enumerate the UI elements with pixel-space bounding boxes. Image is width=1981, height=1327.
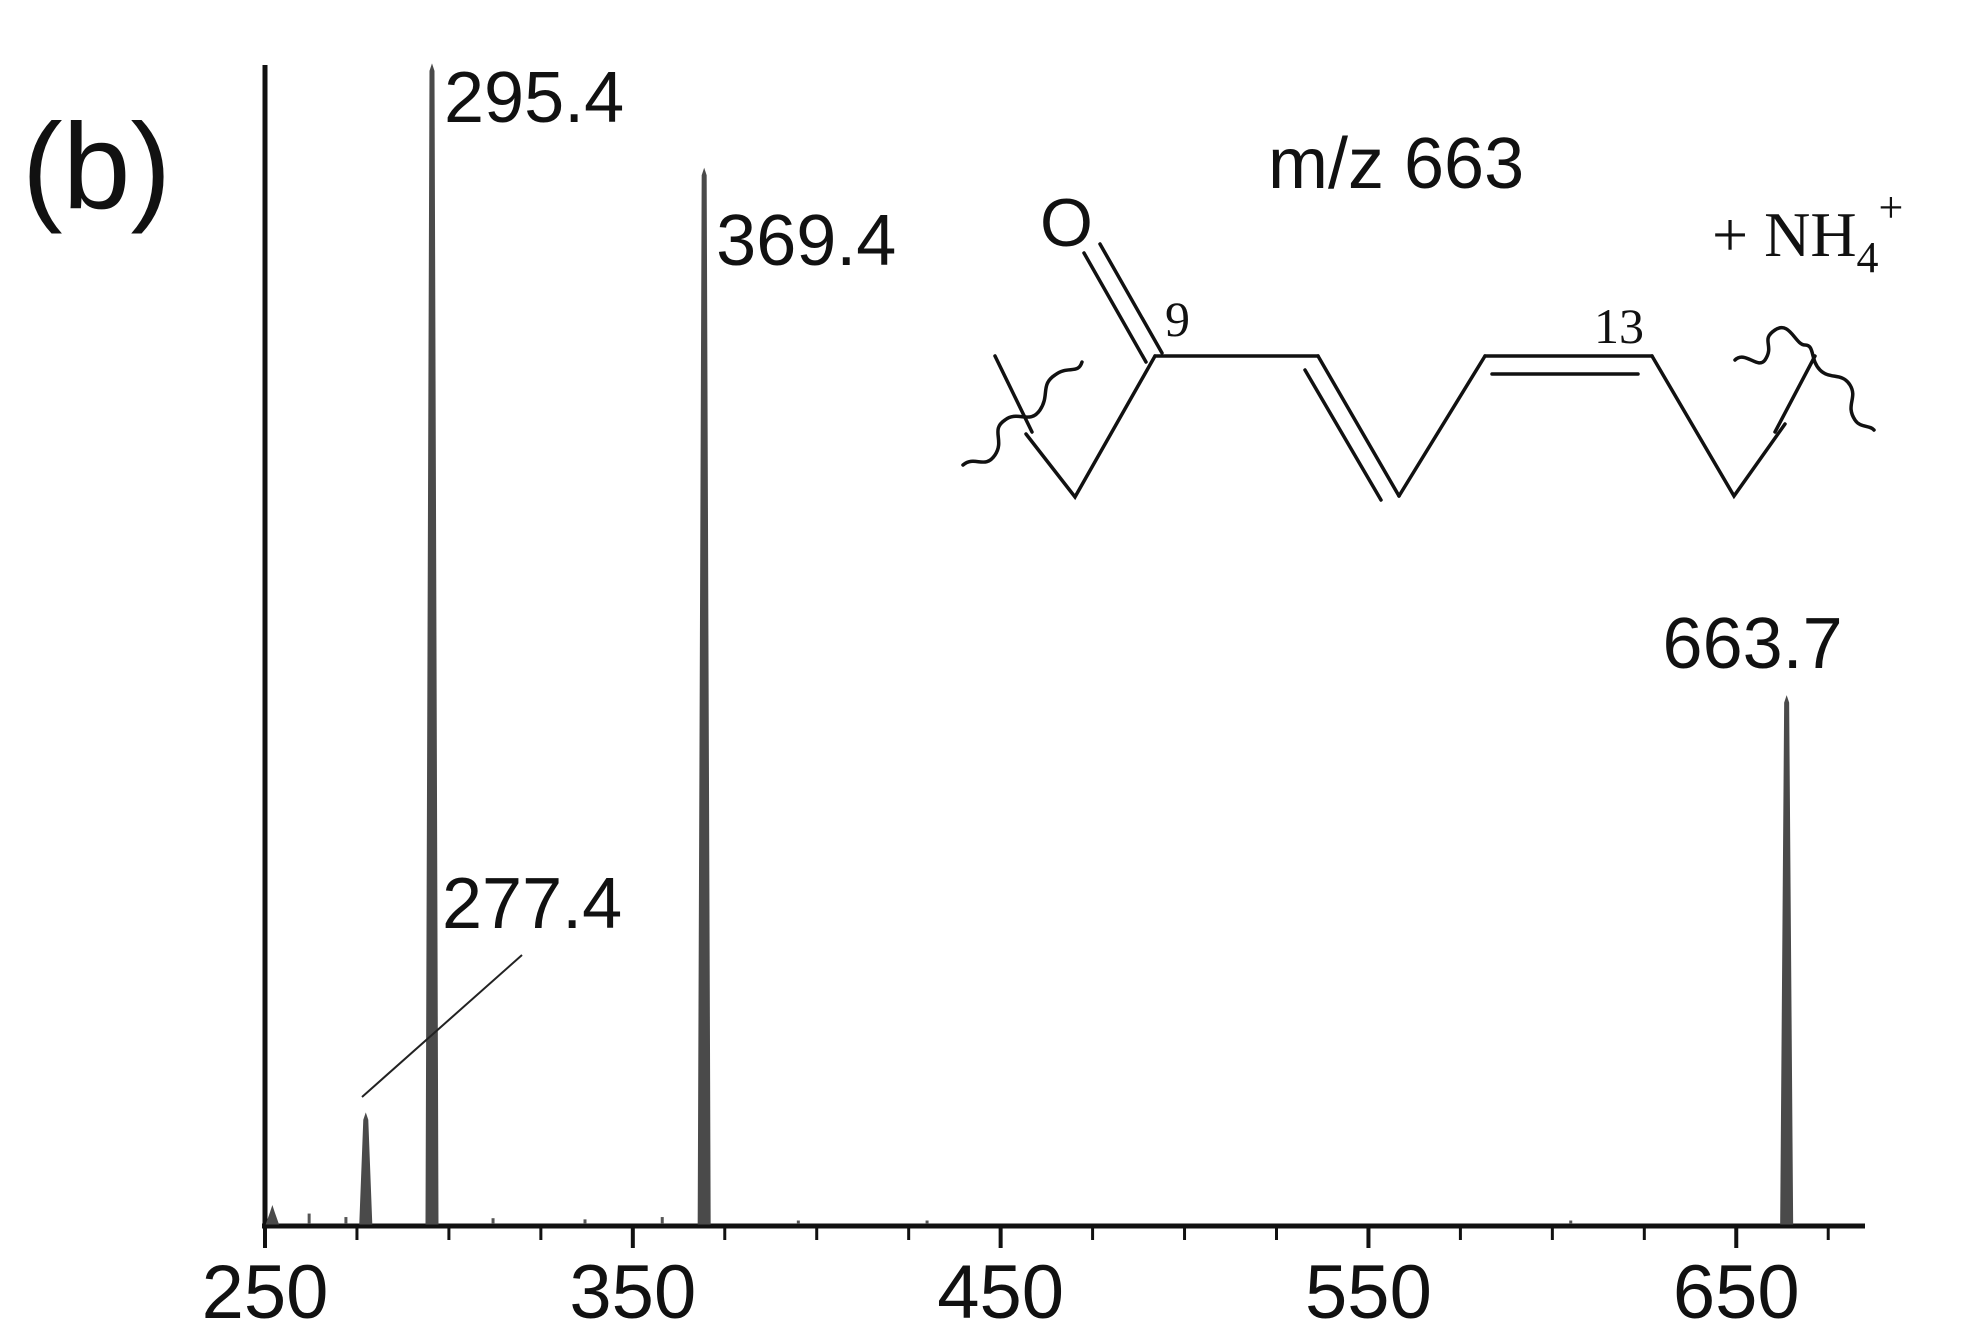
x-tick-label: 250	[202, 1250, 329, 1327]
peak-label: 369.4	[716, 201, 896, 281]
baseline-noise	[307, 1213, 1573, 1224]
peak-label: 295.4	[444, 58, 624, 138]
spectrum-peak	[425, 63, 439, 1225]
spectrum-peak	[1780, 695, 1794, 1225]
carbon-number-9: 9	[1165, 291, 1190, 347]
x-ticks	[263, 1226, 1830, 1248]
peak-labels: 295.4 369.4 277.4 663.7	[442, 58, 1843, 944]
spectrum-peak	[359, 1112, 373, 1225]
x-tick-labels: 250 350 450 550 650	[202, 1250, 1800, 1327]
peak-label: 663.7	[1663, 604, 1843, 684]
oxygen-atom-label: O	[1040, 185, 1093, 261]
spectrum-peaks	[265, 63, 1794, 1225]
x-tick-label: 550	[1305, 1250, 1432, 1327]
peak-label-leader-line	[361, 954, 523, 1098]
adduct-label: + NH4+	[1712, 183, 1903, 282]
peak-label: 277.4	[442, 864, 622, 944]
spectrum-peak	[697, 167, 711, 1225]
spectrum-peak	[265, 1205, 280, 1225]
x-tick-label: 450	[937, 1250, 1064, 1327]
structure-inset: m/z 663 + NH4+ O 9 13	[961, 124, 1903, 502]
panel-label: (b)	[22, 98, 171, 234]
x-tick-label: 650	[1673, 1250, 1800, 1327]
mz-label: m/z 663	[1268, 124, 1524, 204]
molecule-bonds	[961, 242, 1876, 502]
x-tick-label: 350	[569, 1250, 696, 1327]
carbon-number-13: 13	[1594, 298, 1644, 354]
